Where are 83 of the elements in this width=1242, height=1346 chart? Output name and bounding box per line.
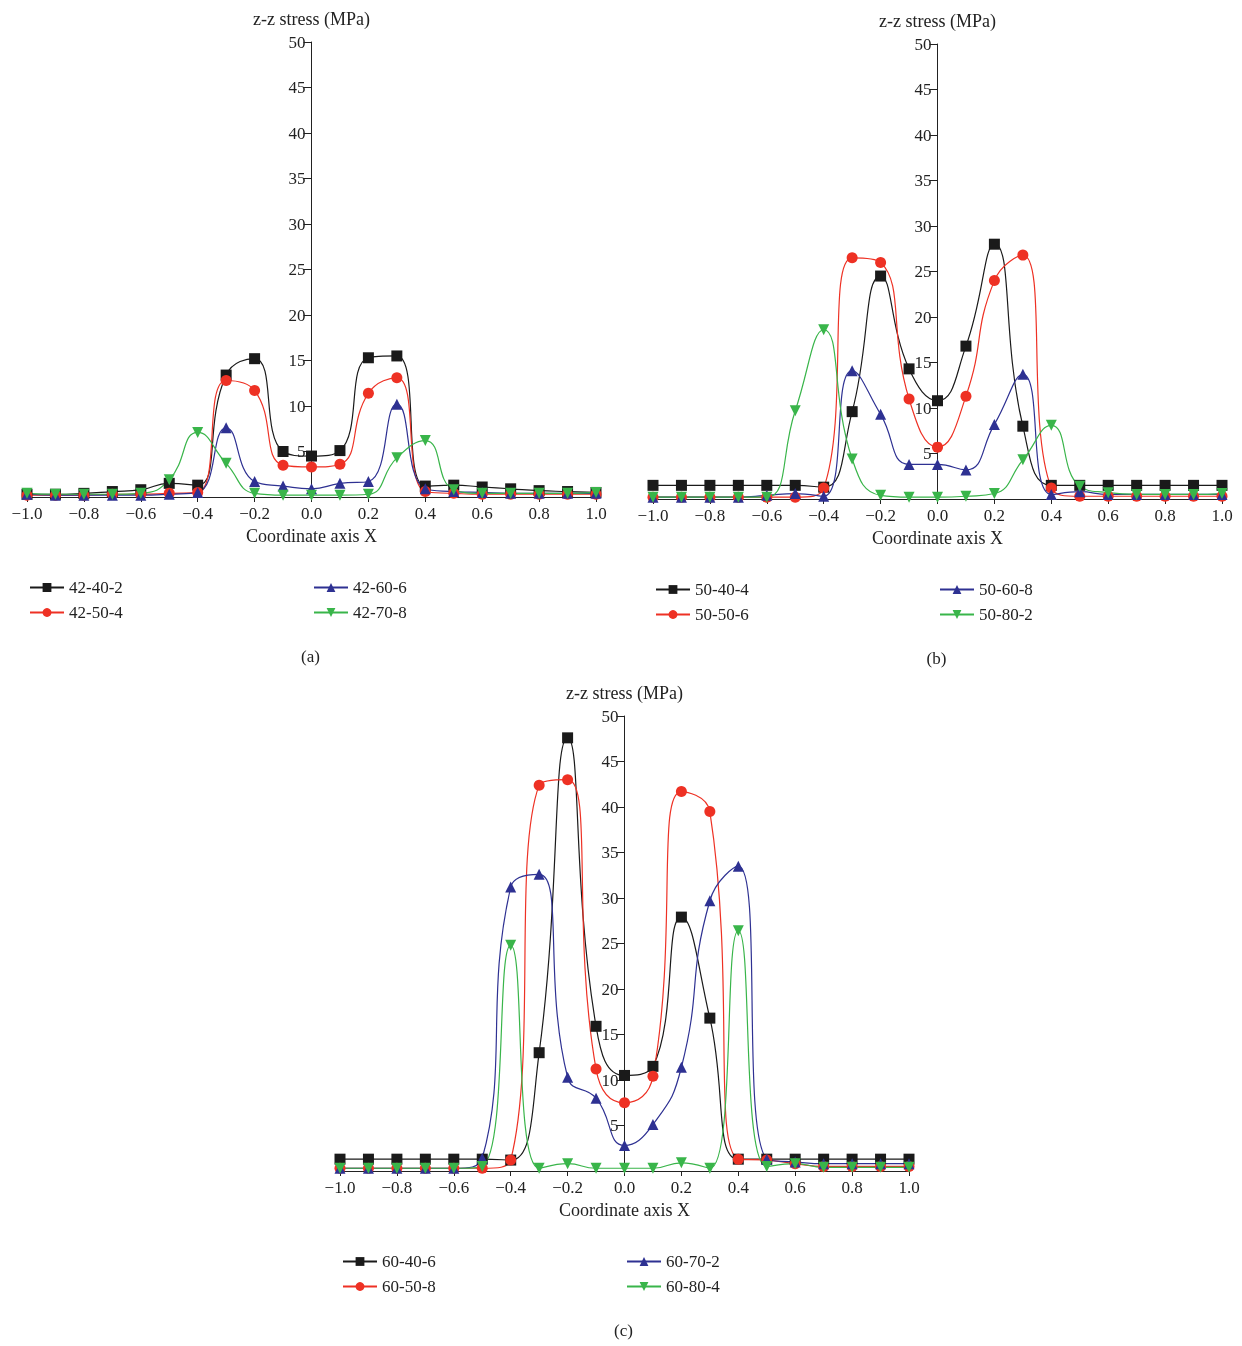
y-tick-label: 5 [610, 1116, 619, 1135]
legend-label: 50-50-6 [695, 605, 749, 624]
x-tick-label: 1.0 [585, 504, 607, 523]
legend-label: 42-40-2 [69, 578, 123, 597]
x-tick-label: −0.4 [495, 1178, 527, 1197]
x-tick-label: −0.4 [182, 504, 214, 523]
x-tick-label: −1.0 [11, 504, 43, 523]
x-tick-label: 0.8 [1154, 506, 1176, 525]
y-tick-label: 25 [601, 934, 619, 953]
y-tick-label: 20 [601, 979, 619, 999]
y-tick-label: 45 [288, 78, 306, 97]
y-tick-label: 20 [914, 307, 932, 327]
x-tick-label: 0.6 [471, 504, 493, 523]
y-tick-label: 40 [914, 125, 932, 145]
x-tick-label: 0.8 [841, 1178, 863, 1197]
x-tick-label: 0.8 [528, 504, 550, 523]
x-tick-label: −0.2 [239, 504, 271, 523]
x-tick-label: 0.0 [613, 1178, 636, 1197]
y-tick-label: 15 [288, 351, 306, 370]
y-tick-label: 35 [914, 171, 932, 190]
legend-label: 50-60-8 [979, 580, 1033, 599]
y-tick-label: 30 [288, 214, 306, 234]
x-tick-label: −0.8 [694, 506, 726, 525]
legend-label: 42-60-6 [353, 578, 407, 597]
y-axis-title: z-z stress (MPa) [566, 683, 683, 704]
x-tick-label: 1.0 [898, 1178, 920, 1197]
legend-label: 60-80-4 [666, 1277, 721, 1296]
x-tick-label: 0.0 [926, 506, 949, 525]
x-tick-label: −0.6 [751, 506, 783, 525]
legend-label: 60-40-6 [382, 1252, 436, 1271]
y-tick-label: 25 [288, 260, 306, 279]
x-tick-label: 0.2 [357, 504, 380, 523]
y-tick-label: 25 [914, 262, 932, 281]
x-tick-label: 0.4 [414, 504, 437, 523]
legend-label: 42-70-8 [353, 603, 407, 622]
x-tick-label: 0.4 [727, 1178, 750, 1197]
x-tick-label: −0.8 [381, 1178, 413, 1197]
y-tick-label: 35 [601, 843, 619, 862]
x-tick-label: 0.2 [670, 1178, 693, 1197]
x-tick-label: 0.6 [1097, 506, 1119, 525]
y-tick-label: 50 [601, 706, 619, 726]
y-tick-label: 5 [923, 444, 932, 463]
y-tick-label: 30 [914, 216, 932, 236]
y-tick-label: 40 [601, 797, 619, 817]
y-tick-label: 45 [914, 80, 932, 99]
y-tick-label: 30 [601, 888, 619, 908]
text: (a) [301, 647, 320, 666]
x-tick-label: −0.4 [808, 506, 840, 525]
x-axis-title: Coordinate axis X [246, 526, 377, 546]
x-tick-label: −0.6 [125, 504, 157, 523]
x-axis-title: Coordinate axis X [559, 1200, 690, 1220]
y-tick-label: 10 [914, 398, 932, 418]
y-tick-label: 50 [288, 32, 306, 52]
legend-label: 50-40-4 [695, 580, 750, 599]
y-tick-label: 35 [288, 169, 306, 188]
x-tick-label: −0.2 [552, 1178, 584, 1197]
y-tick-label: 20 [288, 305, 306, 325]
legend-label: 50-80-2 [979, 605, 1033, 624]
text: (c) [614, 1321, 633, 1340]
y-tick-label: 50 [914, 34, 932, 54]
y-tick-label: 45 [601, 752, 619, 771]
x-tick-label: 1.0 [1211, 506, 1233, 525]
y-axis-title: z-z stress (MPa) [253, 9, 370, 30]
legend-label: 42-50-4 [69, 603, 124, 622]
y-tick-label: 15 [601, 1025, 619, 1044]
x-tick-label: 0.6 [784, 1178, 806, 1197]
y-axis-title: z-z stress (MPa) [879, 11, 996, 32]
y-tick-label: 15 [914, 353, 932, 372]
text: (b) [926, 649, 947, 668]
x-tick-label: −0.2 [865, 506, 897, 525]
x-tick-label: −0.8 [68, 504, 100, 523]
legend-label: 60-50-8 [382, 1277, 436, 1296]
y-tick-label: 10 [601, 1070, 619, 1090]
y-tick-label: 10 [288, 396, 306, 416]
x-tick-label: −1.0 [637, 506, 669, 525]
x-tick-label: 0.2 [983, 506, 1006, 525]
x-tick-label: 0.0 [300, 504, 323, 523]
x-tick-label: 0.4 [1040, 506, 1063, 525]
x-tick-label: −0.6 [438, 1178, 470, 1197]
x-axis-title: Coordinate axis X [872, 528, 1003, 548]
y-tick-label: 40 [288, 123, 306, 143]
x-tick-label: −1.0 [324, 1178, 356, 1197]
legend-label: 60-70-2 [666, 1252, 720, 1271]
